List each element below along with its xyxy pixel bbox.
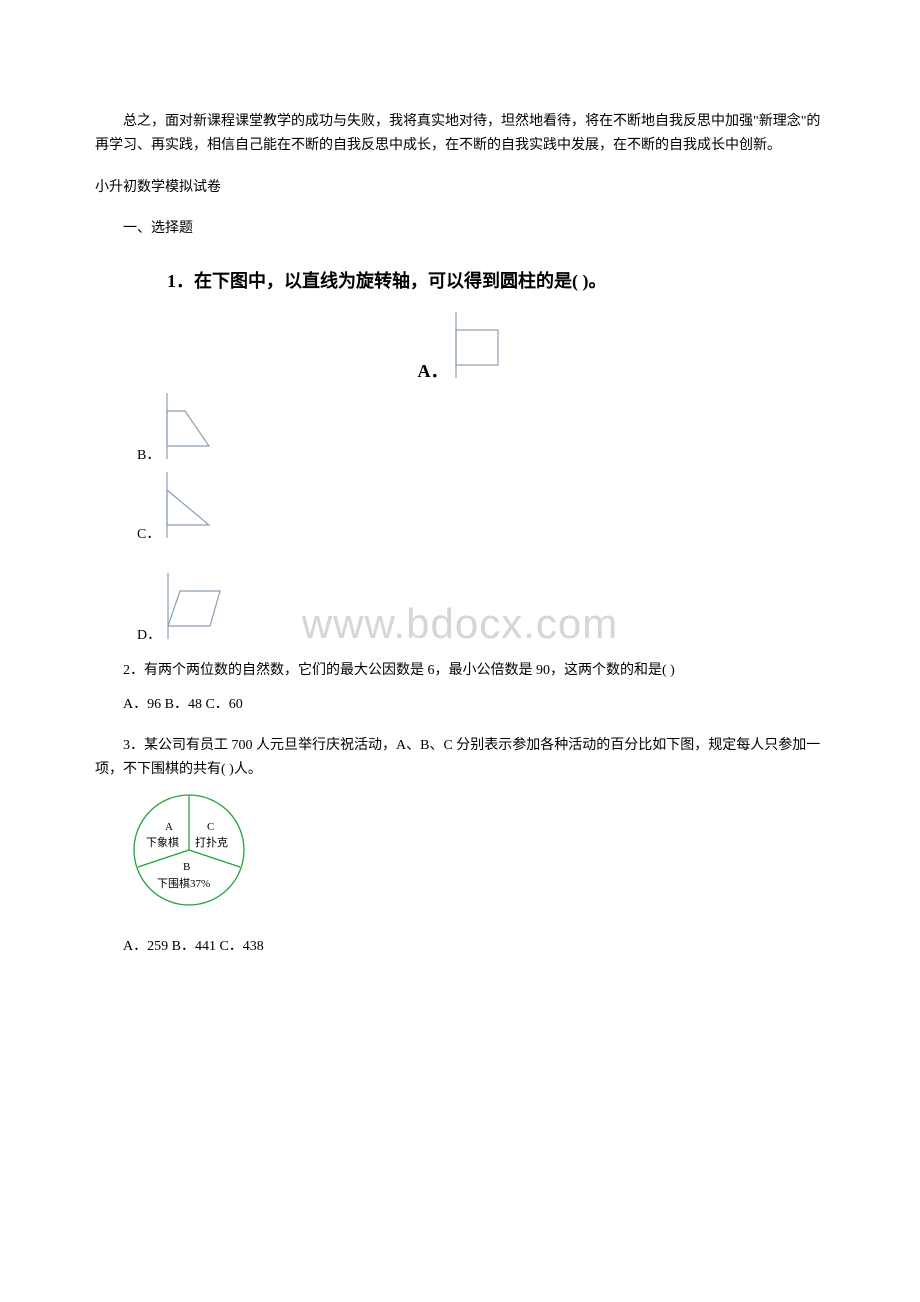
document-content: 总之，面对新课程课堂教学的成功与失败，我将真实地对待，坦然地看待，将在不断地自我… bbox=[95, 110, 825, 959]
pie-label-a: A bbox=[165, 821, 173, 833]
q3-pie-chart: A 下象棋 C 打扑克 B 下围棋37% bbox=[127, 792, 825, 917]
q1-option-d: D． bbox=[137, 573, 825, 644]
shape-d-parallelogram bbox=[165, 573, 223, 644]
pie-label-a-sub: 下象棋 bbox=[146, 835, 179, 849]
question-1-text: 1．在下图中，以直线为旋转轴，可以得到圆柱的是( )。 bbox=[95, 266, 825, 297]
option-d-label: D． bbox=[137, 624, 161, 644]
section-1-heading: 一、选择题 bbox=[95, 217, 825, 241]
question-3-text: 3．某公司有员工 700 人元旦举行庆祝活动，A、B、C 分别表示参加各种活动的… bbox=[95, 734, 825, 782]
exam-title: 小升初数学模拟试卷 bbox=[95, 176, 825, 200]
option-c-label: C． bbox=[137, 523, 160, 543]
shape-b-trapezoid bbox=[164, 393, 214, 464]
q1-option-b: B． bbox=[137, 393, 825, 464]
pie-label-c: C bbox=[207, 821, 214, 833]
question-3-answers: A．259 B．441 C．438 bbox=[95, 935, 825, 959]
option-a-label: A． bbox=[418, 357, 449, 383]
q1-option-c: C． bbox=[137, 472, 825, 543]
shape-c-triangle bbox=[164, 472, 214, 543]
intro-paragraph: 总之，面对新课程课堂教学的成功与失败，我将真实地对待，坦然地看待，将在不断地自我… bbox=[95, 110, 825, 158]
option-b-label: B． bbox=[137, 444, 160, 464]
pie-label-b: B bbox=[183, 861, 190, 873]
shape-a-rectangle bbox=[453, 312, 503, 383]
question-2-text: 2．有两个两位数的自然数，它们的最大公因数是 6，最小公倍数是 90，这两个数的… bbox=[95, 659, 825, 683]
q1-option-a: A． bbox=[95, 312, 825, 383]
pie-label-b-sub: 下围棋37% bbox=[157, 876, 210, 890]
pie-label-c-sub: 打扑克 bbox=[195, 835, 228, 849]
question-2-answers: A．96 B．48 C．60 bbox=[95, 693, 825, 717]
